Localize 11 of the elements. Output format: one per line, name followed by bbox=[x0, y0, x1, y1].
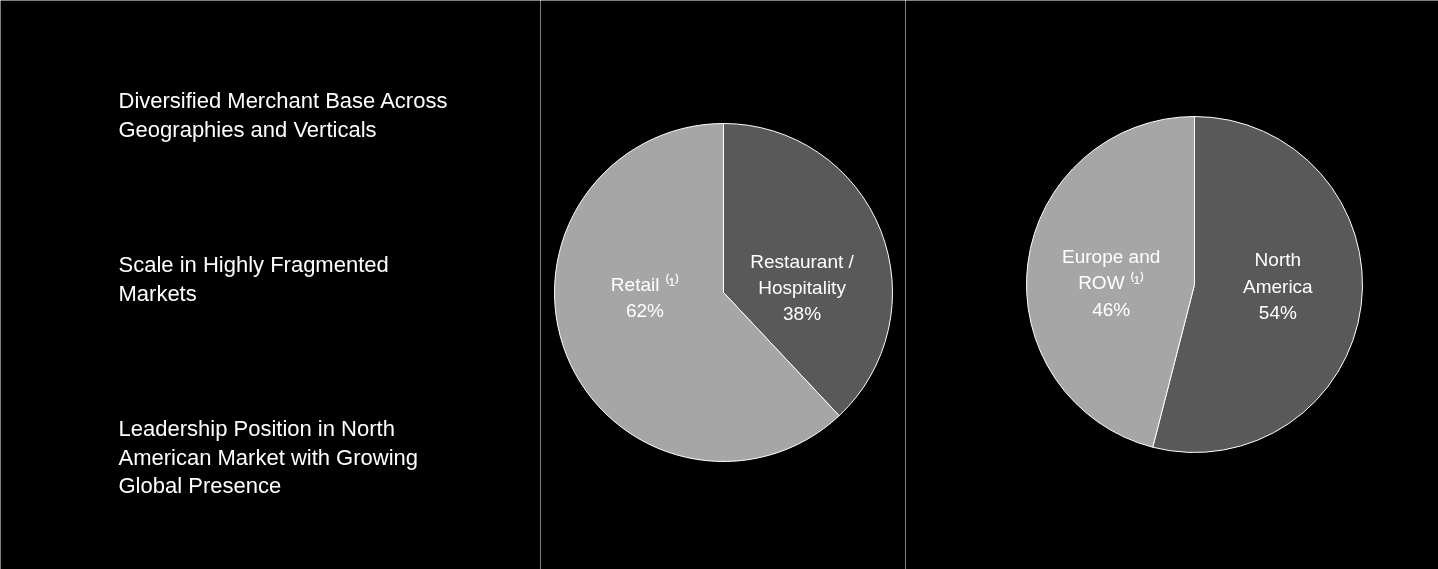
text: Scale in Highly Fragmented Markets bbox=[118, 252, 389, 306]
text: Diversified Merchant Base Across Geographies and Verticals bbox=[118, 88, 448, 142]
data-label: 38% bbox=[783, 303, 822, 325]
data-label: 62% bbox=[625, 300, 665, 322]
slice-label: Restaurant / Hospitality bbox=[750, 250, 855, 299]
text: Leadership Position in North American Market with Growing Global Presence bbox=[118, 416, 419, 498]
data-label: 46% bbox=[1092, 298, 1131, 320]
slice-label: Europe and ROW ⁽¹⁾ bbox=[1062, 246, 1161, 294]
slice-label: North America bbox=[1243, 249, 1314, 297]
slice-label: Retail ⁽¹⁾ bbox=[610, 272, 680, 295]
data-label: 54% bbox=[1258, 301, 1297, 323]
